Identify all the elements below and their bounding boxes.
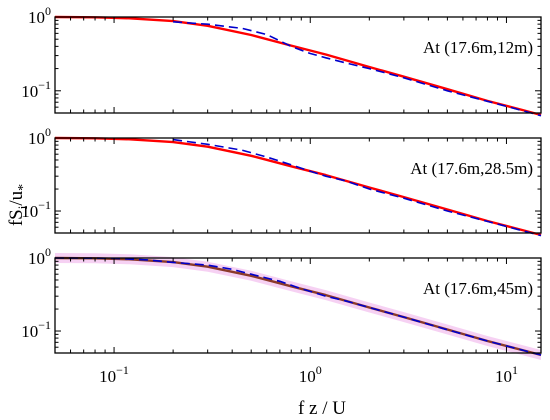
- panel-annotation: At (17.6m,28.5m): [410, 159, 533, 178]
- series-model-line: [54, 15, 542, 117]
- panel-annotation: At (17.6m,12m): [423, 38, 533, 57]
- y-tick-label: 10−1: [21, 318, 51, 341]
- axes-frame: [54, 257, 542, 354]
- y-tick-label: 10−1: [21, 78, 51, 101]
- series-model-line: [54, 136, 542, 237]
- x-axis-label: f z / U: [298, 398, 346, 419]
- series-measured-line: [173, 21, 542, 117]
- y-tick-label: 10−1: [21, 198, 51, 221]
- axes-frame: [54, 16, 542, 114]
- series-measured-line: [172, 138, 542, 237]
- panels: 10−1 100 At (17.6m,12m) 10−1 100 At (17.6m,28…: [21, 4, 542, 386]
- uncertainty-band: [55, 253, 541, 360]
- panel-annotation: At (17.6m,45m): [423, 279, 533, 298]
- panel-2: 10−1 100 At (17.6m,28.5m): [21, 125, 542, 237]
- axes-frame: [54, 137, 542, 234]
- x-tick-label: 10−1: [99, 363, 129, 386]
- y-tick-label: 100: [28, 245, 51, 268]
- y-tick-label: 100: [28, 4, 51, 27]
- x-tick-label: 101: [495, 363, 518, 386]
- x-tick-label: 100: [299, 363, 322, 386]
- panel-3: 10−1 100 At (17.6m,45m) 10−1 100 101: [21, 245, 542, 386]
- y-tick-label: 100: [28, 125, 51, 148]
- y-axis-label: fSi/u*: [6, 184, 31, 226]
- panel-1: 10−1 100 At (17.6m,12m): [21, 4, 542, 117]
